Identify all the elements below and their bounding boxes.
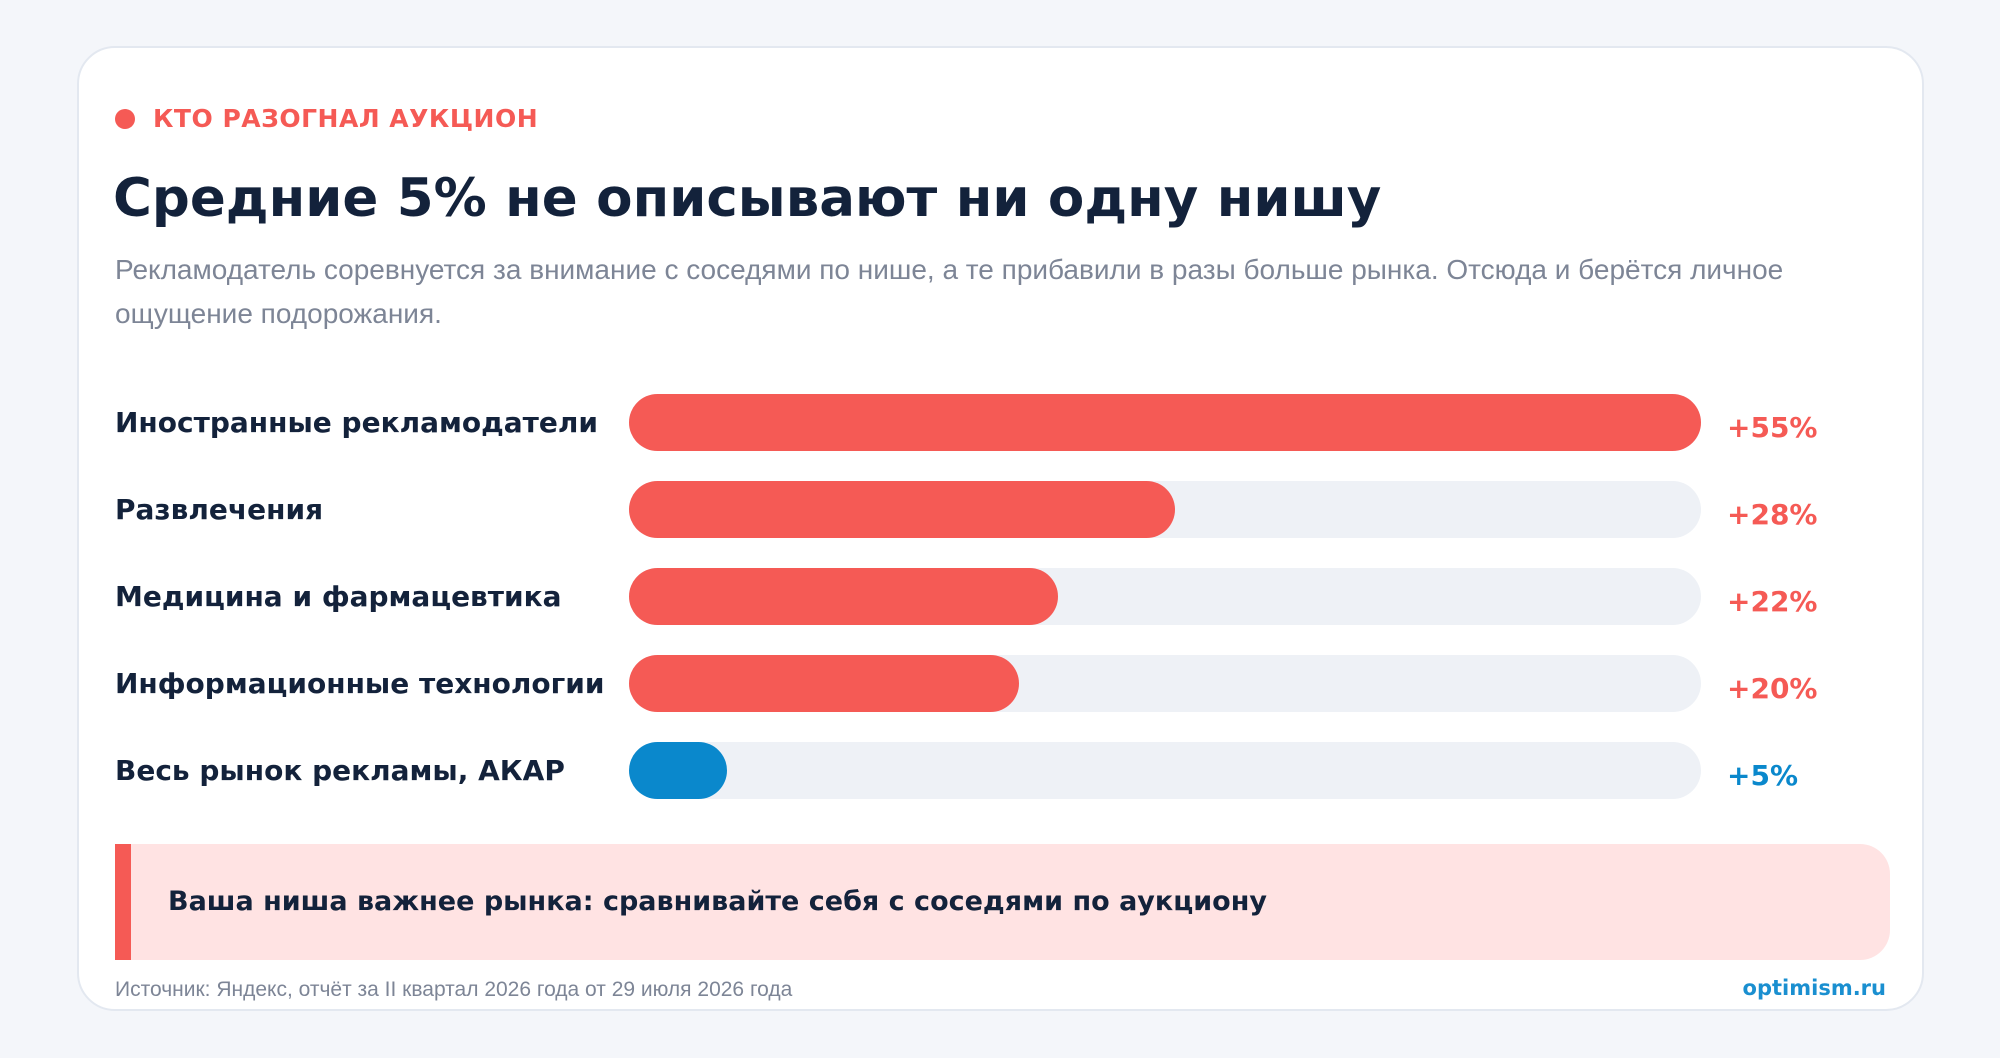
- bar: [629, 742, 727, 799]
- bar-value-label: +5%: [1727, 759, 1798, 792]
- bar-category-label: Медицина и фармацевтика: [115, 580, 562, 613]
- bar-track: [629, 742, 1701, 799]
- chart-subtitle: Рекламодатель соревнуется за внимание с …: [115, 254, 1784, 329]
- bar: [629, 568, 1058, 625]
- eyebrow-dot-icon: [115, 108, 135, 129]
- bar: [629, 394, 1701, 451]
- bar-category-label: Информационные технологии: [115, 667, 605, 700]
- bar-row: Медицина и фармацевтика +22%: [115, 568, 1875, 625]
- bar-row: Иностранные рекламодатели +55%: [115, 394, 1875, 451]
- bar-row: Информационные технологии +20%: [115, 655, 1875, 712]
- bar-value-label: +20%: [1727, 672, 1818, 705]
- callout-accent-bar: [115, 844, 131, 960]
- eyebrow: КТО РАЗОГНАЛ АУКЦИОН: [115, 104, 538, 133]
- chart-title: Средние 5% не описывают ни одну нишу: [113, 168, 1382, 229]
- bar-row: Весь рынок рекламы, АКАР +5%: [115, 742, 1875, 799]
- bar-value-label: +55%: [1727, 411, 1818, 444]
- bar-row: Развлечения +28%: [115, 481, 1875, 538]
- bar-value-label: +28%: [1727, 498, 1818, 531]
- bar-track: [629, 655, 1701, 712]
- bar-category-label: Весь рынок рекламы, АКАР: [115, 754, 565, 787]
- bar-track: [629, 394, 1701, 451]
- chart-card: КТО РАЗОГНАЛ АУКЦИОН Средние 5% не описы…: [77, 46, 1924, 1011]
- bar-value-label: +22%: [1727, 585, 1818, 618]
- bar-category-label: Иностранные рекламодатели: [115, 406, 598, 439]
- bar-track: [629, 568, 1701, 625]
- callout: Ваша ниша важнее рынка: сравнивайте себя…: [115, 844, 1890, 960]
- bar-track: [629, 481, 1701, 538]
- bar: [629, 655, 1019, 712]
- source-note: Источник: Яндекс, отчёт за II квартал 20…: [115, 978, 793, 1001]
- eyebrow-label: КТО РАЗОГНАЛ АУКЦИОН: [153, 104, 539, 133]
- bar: [629, 481, 1175, 538]
- bar-category-label: Развлечения: [115, 493, 324, 526]
- brand-link[interactable]: optimism.ru: [1742, 976, 1886, 1000]
- callout-text: Ваша ниша важнее рынка: сравнивайте себя…: [168, 886, 1267, 917]
- bar-chart: Иностранные рекламодатели +55% Развлечения…: [115, 394, 1875, 804]
